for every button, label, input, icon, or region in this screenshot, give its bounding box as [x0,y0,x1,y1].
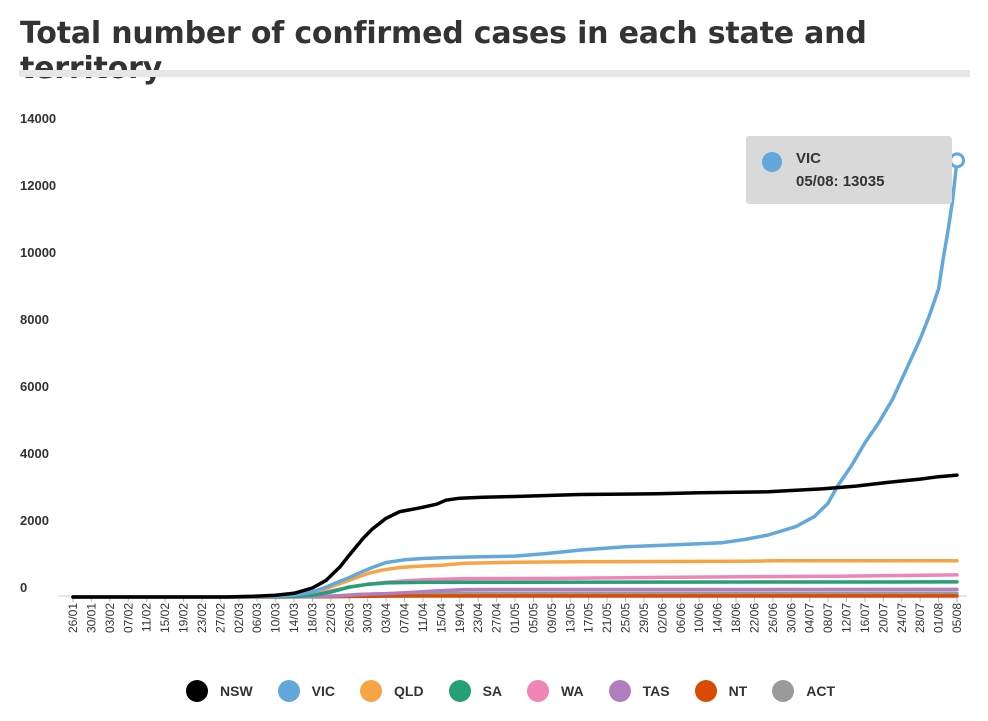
x-tick-label: 14/06 [711,603,725,633]
x-tick-label: 05/08 [950,603,964,633]
x-tick-label: 15/02 [158,603,172,633]
x-tick-label: 21/05 [600,603,614,633]
x-tick-label: 22/03 [324,603,338,633]
x-tick-label: 19/02 [177,603,191,633]
x-tick-label: 05/05 [526,603,540,633]
tooltip-series-dot [762,152,782,172]
legend-label: SA [482,683,503,699]
x-tick-label: 26/03 [342,603,356,633]
x-tick-label: 22/06 [747,603,761,633]
x-tick-label: 02/06 [655,603,669,633]
x-tick-label: 29/05 [637,603,651,633]
x-tick-label: 03/04 [379,603,393,633]
legend-label: VIC [311,683,336,699]
series-line-vic[interactable] [71,158,959,599]
x-tick-label: 07/02 [121,603,135,633]
x-tick-label: 06/06 [674,603,688,633]
legend-label: QLD [394,683,424,699]
y-tick-label: 6000 [20,379,49,394]
x-tick-label: 10/06 [692,603,706,633]
x-tick-label: 19/04 [453,603,467,633]
x-tick-label: 18/06 [729,603,743,633]
y-tick-label: 2000 [20,513,49,528]
x-tick-label: 11/02 [140,603,154,632]
legend-swatch [694,680,717,702]
x-tick-label: 13/05 [563,603,577,633]
y-tick-label: 10000 [20,245,56,260]
legend-item-vic[interactable]: VIC [277,680,336,702]
tooltip-value: 05/08: 13035 [796,173,885,190]
legend-swatch [772,680,795,702]
legend-label: TAS [642,683,670,699]
x-tick-label: 11/04 [416,603,430,632]
x-tick-label: 16/07 [858,603,872,633]
x-tick-label: 23/02 [195,603,209,633]
legend-item-act[interactable]: ACT [772,680,835,702]
legend-item-tas[interactable]: TAS [608,680,670,702]
x-tick-label: 23/04 [471,603,485,633]
highlight-layer [949,152,965,169]
x-axis: 26/01 30/01 03/02 07/02 11/02 15/02 19/02 23/02… [58,595,967,633]
highlight-point-marker[interactable] [949,152,965,169]
x-tick-label: 03/02 [103,603,117,633]
x-tick-label: 30/06 [784,603,798,633]
x-tick-label: 26/01 [66,603,80,633]
legend-item-nsw[interactable]: NSW [186,680,253,702]
legend: NSW VIC QLD SA WA TAS NT ACT [186,679,860,703]
x-tick-label: 25/05 [619,603,633,633]
title-divider [19,70,970,77]
y-axis: 0 2000 4000 6000 8000 10000 12000 14000 [20,111,56,595]
legend-swatch [186,680,208,702]
legend-item-wa[interactable]: WA [527,680,584,702]
legend-label: NSW [220,683,253,699]
legend-item-nt[interactable]: NT [694,680,748,702]
y-tick-label: 0 [20,580,27,595]
x-tick-label: 01/05 [508,603,522,633]
x-tick-label: 07/04 [398,603,412,633]
x-tick-label: 10/03 [269,603,283,633]
x-tick-label: 27/04 [490,603,504,633]
tooltip: VIC 05/08: 13035 [746,136,952,204]
legend-label: ACT [806,683,836,699]
chart-title: Total number of confirmed cases in each … [20,16,867,86]
x-tick-label: 30/03 [361,603,375,633]
x-tick-label: 20/07 [876,603,890,633]
x-tick-label: 02/03 [232,603,246,633]
x-tick-label: 12/07 [840,603,854,633]
x-tick-label: 28/07 [913,603,927,633]
legend-item-qld[interactable]: QLD [360,680,424,702]
y-tick-label: 4000 [20,446,49,461]
x-tick-label: 06/03 [250,603,264,633]
x-tick-label: 24/07 [895,603,909,633]
legend-swatch [448,680,471,702]
x-tick-label: 04/07 [803,603,817,633]
legend-label: NT [728,683,748,699]
y-tick-label: 12000 [20,178,56,193]
legend-swatch [360,680,383,702]
tooltip-series-name: VIC [796,150,822,167]
x-tick-label: 01/08 [932,603,946,633]
series-line-nsw[interactable] [71,473,959,599]
legend-swatch [608,680,631,702]
x-tick-label: 18/03 [305,603,319,633]
series-lines [71,158,959,599]
y-tick-label: 14000 [20,111,56,126]
legend-item-sa[interactable]: SA [448,680,503,702]
x-tick-label: 15/04 [434,603,448,633]
legend-swatch [527,680,550,702]
x-tick-label: 17/05 [582,603,596,633]
legend-label: WA [561,683,584,699]
y-tick-label: 8000 [20,312,49,327]
x-tick-label: 09/05 [545,603,559,633]
x-tick-label: 14/03 [287,603,301,633]
legend-swatch [277,680,300,702]
x-tick-label: 27/02 [213,603,227,633]
x-tick-label: 30/01 [84,603,98,633]
x-tick-label: 08/07 [821,603,835,633]
x-tick-label: 26/06 [766,603,780,633]
